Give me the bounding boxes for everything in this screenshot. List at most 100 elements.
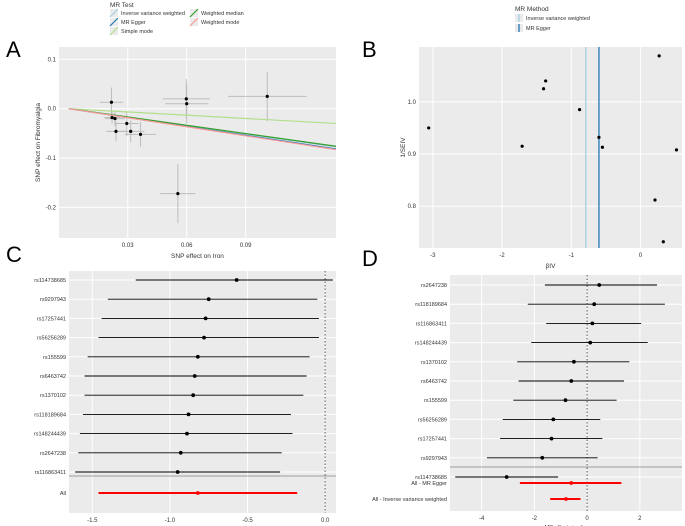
panel-a-point (184, 97, 188, 101)
panel-c-x-tick-label: 0.0 (321, 518, 330, 524)
panel-a-y-tick-label: 0.1 (48, 57, 57, 63)
panel-c-plot-area (69, 271, 336, 513)
panel-c-estimate (185, 431, 189, 436)
panel-b-point (597, 135, 601, 139)
panel-a-plot-area (59, 47, 336, 238)
panel-a-x-tick-label: 0.06 (181, 243, 193, 249)
panel-d-background (450, 275, 682, 511)
panel-a-legend-label: Inverse variance weighted (121, 11, 185, 17)
panel-a-legend-swatch (189, 8, 199, 18)
panel-b-point (520, 144, 524, 148)
panel-d-row-label: rs118189684 (415, 302, 447, 308)
panel-c-estimate (202, 335, 206, 340)
panel-c-row-label: rs148244439 (34, 432, 66, 438)
panel-b-x-tick-label: -3 (430, 253, 436, 259)
panel-c-estimate (186, 412, 191, 417)
panel-c-row-label: rs9297943 (40, 297, 66, 303)
panel-c-x-tick-label: -0.5 (242, 518, 253, 524)
panel-c-estimate (203, 316, 208, 321)
panel-b-y-tick-label: 0.8 (408, 204, 417, 210)
panel-d-estimate (549, 436, 554, 441)
panel-b-x-label: βIV (546, 263, 557, 270)
panel-c-estimate (178, 450, 183, 455)
panel-b-y-label: 1/SEIV (400, 137, 407, 158)
panel-d-pooled-estimate (564, 497, 568, 501)
panel-b-point (674, 148, 679, 152)
panel-a-point (109, 100, 114, 104)
panel-c-row-label: rs2647238 (40, 451, 66, 457)
panel-b-point (600, 145, 605, 149)
panel-a-y-tick-label: -0.2 (46, 205, 57, 211)
panel-d-row-label: rs155599 (424, 398, 447, 404)
panel-d-row-label: rs17257441 (418, 437, 447, 443)
panel-c-row-label: rs56256289 (37, 336, 66, 342)
panel-d-row-label: rs114738685 (415, 475, 447, 481)
panel-a-legend-swatch (109, 8, 119, 18)
panel-b-background (419, 47, 682, 248)
panel-d-pooled-estimate (569, 481, 574, 485)
panel-d-estimate (504, 475, 509, 479)
panel-a-y-tick-label: 0.0 (48, 107, 57, 113)
panel-d-estimate (551, 417, 556, 422)
panel-d-estimate (563, 398, 568, 403)
panel-d-x-tick-label: -2 (532, 516, 538, 522)
panel-c-pooled-estimate (195, 491, 200, 495)
panel-letter-d: D (362, 246, 378, 271)
panel-b-point (657, 54, 661, 58)
panel-a-point (185, 102, 189, 106)
panel-d-estimate (588, 340, 593, 345)
panel-a-legend-label: Simple mode (121, 29, 153, 35)
panel-a-point (129, 129, 133, 133)
panel-letter-a: A (6, 37, 21, 62)
panel-a-y-label: SNP effect on Fibromyalgia (35, 103, 42, 182)
panel-d-row-label: rs2647238 (421, 283, 447, 289)
panel-c-estimate (195, 354, 200, 359)
panel-d-estimate (597, 283, 602, 287)
panel-c-x-tick-label: -1.0 (165, 518, 176, 524)
panel-a-legend-swatch (189, 17, 199, 27)
panel-a-point (110, 115, 114, 120)
panel-c-row-label: rs6463742 (40, 374, 66, 380)
panel-a-point (113, 116, 117, 121)
panel-a-x-label: SNP effect on Iron (171, 253, 224, 260)
panel-b-y-tick-label: 1.0 (408, 100, 417, 106)
panel-d-x-tick-label: 2 (638, 516, 642, 522)
panel-a-x-tick-label: 0.03 (122, 243, 134, 249)
panel-a-legend-swatch (109, 17, 119, 27)
panel-c-estimate (234, 278, 239, 282)
panel-c-row-label: rs116863411 (35, 470, 66, 476)
panel-c-row-label: rs114738685 (34, 278, 66, 284)
panel-letter-c: C (6, 242, 22, 267)
panel-a-mr-line (68, 108, 336, 125)
panel-c-pooled-label: All (60, 491, 66, 497)
panel-c-row-label: rs17257441 (37, 316, 66, 322)
panel-b-x-tick-label: 0 (639, 253, 643, 259)
panel-a-legend-label: MR Egger (121, 20, 146, 26)
panel-c-estimate (206, 297, 211, 302)
panel-c-row-label: rs118189684 (34, 412, 66, 418)
panel-d-estimate (569, 379, 574, 383)
panel-a-point (176, 191, 180, 196)
panel-d-estimate (572, 359, 576, 364)
panel-c-estimate (175, 470, 180, 474)
panel-b-point (544, 79, 548, 83)
panel-d-estimate (540, 455, 545, 460)
panel-c-x-tick-label: -1.5 (87, 518, 98, 524)
panel-b-plot-area (419, 47, 682, 248)
panel-a-mr-line (68, 108, 336, 151)
panel-b-y-tick-label: 0.9 (408, 152, 417, 158)
panel-b-legend-title: MR Method (515, 6, 549, 13)
panel-b-point (427, 126, 431, 130)
panel-d-pooled-label: All - MR Egger (411, 481, 447, 487)
panel-d-row-label: rs56256289 (418, 417, 447, 423)
panel-c-row-label: rs1370102 (40, 393, 66, 399)
panel-d-row-label: rs6463742 (421, 379, 447, 385)
panel-a-x-tick-label: 0.09 (240, 243, 252, 249)
panel-d-plot-area (450, 275, 682, 511)
panel-d-x-tick-label: 0 (585, 516, 589, 522)
panel-a-point (114, 129, 118, 133)
panel-a-point (138, 132, 143, 136)
panel-b-point (661, 240, 665, 244)
panel-b-point (541, 87, 546, 91)
